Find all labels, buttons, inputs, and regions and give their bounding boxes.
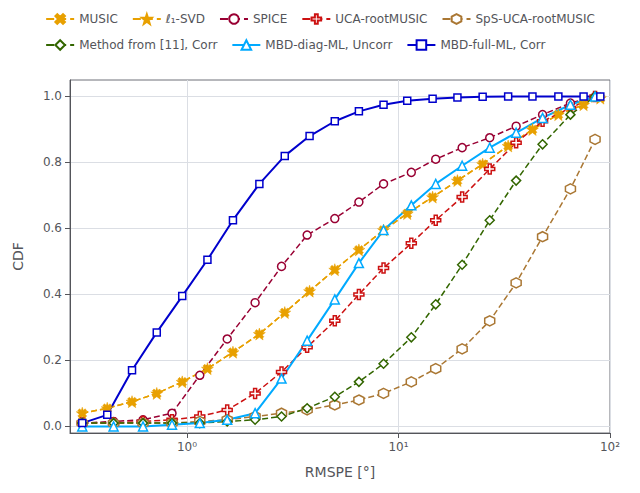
svg-text:CDF: CDF: [10, 242, 26, 271]
svg-text:10¹: 10¹: [388, 440, 408, 454]
svg-text:0.6: 0.6: [43, 221, 62, 235]
svg-text:RMSPE [°]: RMSPE [°]: [305, 464, 375, 480]
svg-text:SPICE: SPICE: [253, 12, 287, 26]
svg-text:0.4: 0.4: [43, 287, 62, 301]
svg-text:UCA-rootMUSIC: UCA-rootMUSIC: [335, 12, 427, 26]
svg-text:ℓ₁-SVD: ℓ₁-SVD: [165, 12, 205, 26]
svg-text:0.0: 0.0: [43, 419, 62, 433]
svg-text:MBD-diag-ML, Uncorr: MBD-diag-ML, Uncorr: [265, 38, 392, 52]
svg-text:0.2: 0.2: [43, 353, 62, 367]
svg-text:10⁰: 10⁰: [177, 440, 197, 454]
svg-text:0.8: 0.8: [43, 155, 62, 169]
svg-text:MUSIC: MUSIC: [79, 12, 118, 26]
svg-text:Method from [11], Corr: Method from [11], Corr: [79, 38, 217, 52]
svg-text:SpS-UCA-rootMUSIC: SpS-UCA-rootMUSIC: [476, 12, 595, 26]
svg-text:10²: 10²: [600, 440, 620, 454]
svg-text:MBD-full-ML, Corr: MBD-full-ML, Corr: [440, 38, 545, 52]
svg-text:1.0: 1.0: [43, 89, 62, 103]
